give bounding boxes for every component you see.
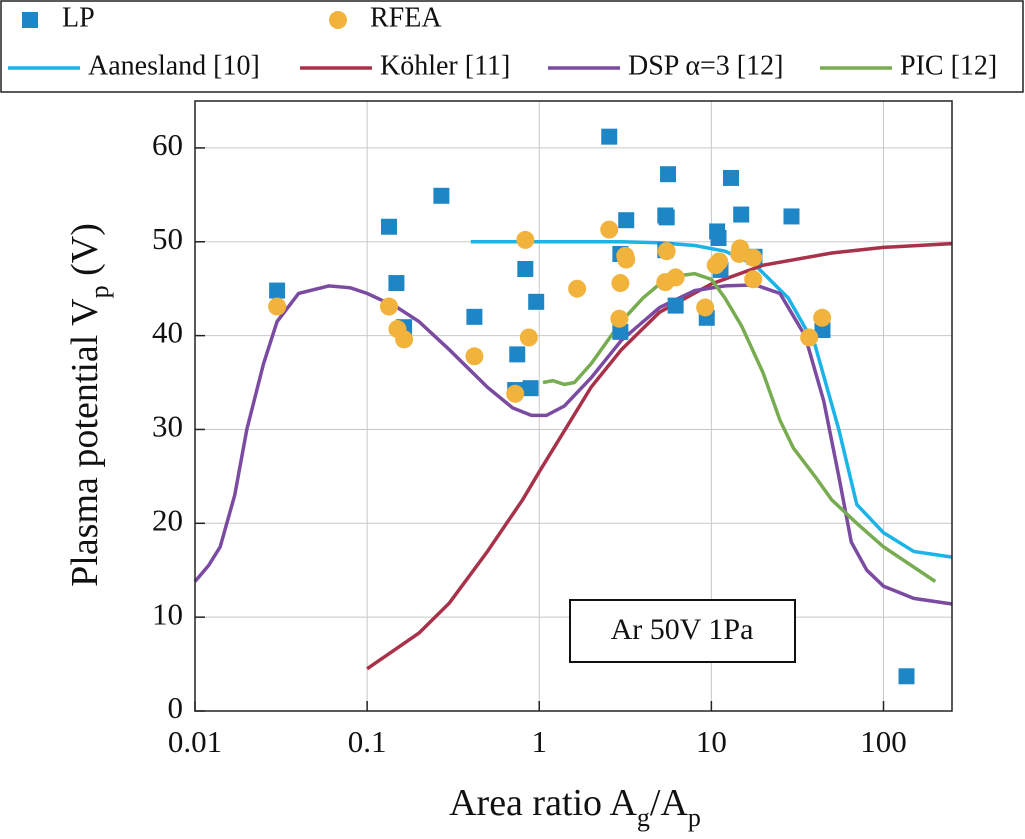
legend-label: Köhler [11] [380, 50, 510, 81]
series-line [193, 283, 953, 606]
subscript: g [637, 803, 650, 832]
y-tick-label: 20 [152, 502, 183, 537]
lp-point [898, 668, 915, 685]
rfea-point [380, 297, 399, 316]
legend-label: RFEA [370, 2, 442, 33]
annotation-box [569, 599, 796, 663]
lp-point [618, 212, 635, 229]
rfea-point [800, 328, 819, 347]
lp-point [388, 275, 405, 292]
lp-point [660, 166, 677, 183]
y-tick-label: 40 [152, 315, 183, 350]
lp-point [783, 208, 800, 225]
lp-point [381, 218, 398, 235]
label-part: (V) [64, 223, 106, 285]
lp-point [509, 346, 526, 363]
label-part: Plasma potential V [64, 298, 106, 587]
rfea-point [465, 347, 484, 366]
legend-box [0, 0, 1024, 93]
rfea-point [506, 384, 525, 403]
lp-point [517, 260, 534, 277]
y-tick-label: 10 [152, 596, 183, 631]
lp-point [722, 169, 739, 186]
rfea-point [657, 242, 676, 261]
lp-point [433, 187, 450, 204]
label-part: Area ratio A [449, 782, 637, 824]
y-tick-label: 30 [152, 409, 183, 444]
legend-label: PIC [12] [900, 50, 997, 81]
legend-label: LP [62, 2, 95, 33]
annotation: Ar 50V 1Pa [569, 599, 796, 663]
x-tick-label: 0.1 [348, 724, 387, 759]
lp-point [733, 206, 750, 223]
plot-frame [194, 100, 953, 712]
rfea-point [666, 268, 685, 287]
x-tick-label: 10 [696, 724, 727, 759]
rfea-point [813, 308, 832, 327]
x-axis-label: Area ratio Ag/Ap [449, 782, 701, 833]
rfea-point [744, 248, 763, 267]
legend: LP RFEA Aanesland [10] Köhler [11] DSP α=3 [… [8, 2, 997, 81]
rfea-point [395, 330, 414, 349]
legend-marker [22, 12, 38, 28]
rfea-point [710, 252, 729, 271]
rfea-point [268, 297, 287, 316]
lp-point [601, 128, 618, 145]
series-line [542, 271, 937, 583]
rfea-point [600, 220, 619, 239]
legend-label: DSP α=3 [12] [628, 50, 783, 81]
rfea-point [731, 239, 750, 258]
rfea-point [696, 298, 715, 317]
subscript: p [85, 285, 114, 298]
x-tick-label: 0.01 [168, 724, 222, 759]
rfea-point [744, 270, 763, 289]
lp-point [710, 230, 727, 247]
x-tick-label: 100 [860, 724, 907, 759]
y-axis-label: Plasma potential Vp (V) [64, 223, 115, 587]
annotation-text: Ar 50V 1Pa [611, 613, 754, 646]
rfea-point [519, 328, 538, 347]
rfea-point [617, 250, 636, 269]
plot [193, 128, 953, 685]
lp-point [528, 293, 545, 310]
series-line [366, 241, 953, 671]
lp-point [612, 323, 629, 340]
lp-point [269, 282, 286, 299]
legend-label: Aanesland [10] [88, 50, 260, 81]
rfea-point [610, 309, 629, 328]
rfea-point [516, 230, 535, 249]
rfea-point [611, 274, 630, 293]
lp-point [658, 209, 675, 226]
y-tick-label: 0 [168, 690, 184, 725]
lp-point [466, 308, 483, 325]
series-line [470, 240, 953, 559]
y-tick-label: 50 [152, 221, 183, 256]
x-tick-label: 1 [532, 724, 548, 759]
lp-point [522, 380, 539, 397]
rfea-point [568, 279, 587, 298]
y-tick-label: 60 [152, 127, 183, 162]
subscript: p [688, 803, 701, 832]
legend-marker [329, 11, 347, 29]
lp-point [667, 297, 684, 314]
label-part: /A [650, 782, 689, 824]
